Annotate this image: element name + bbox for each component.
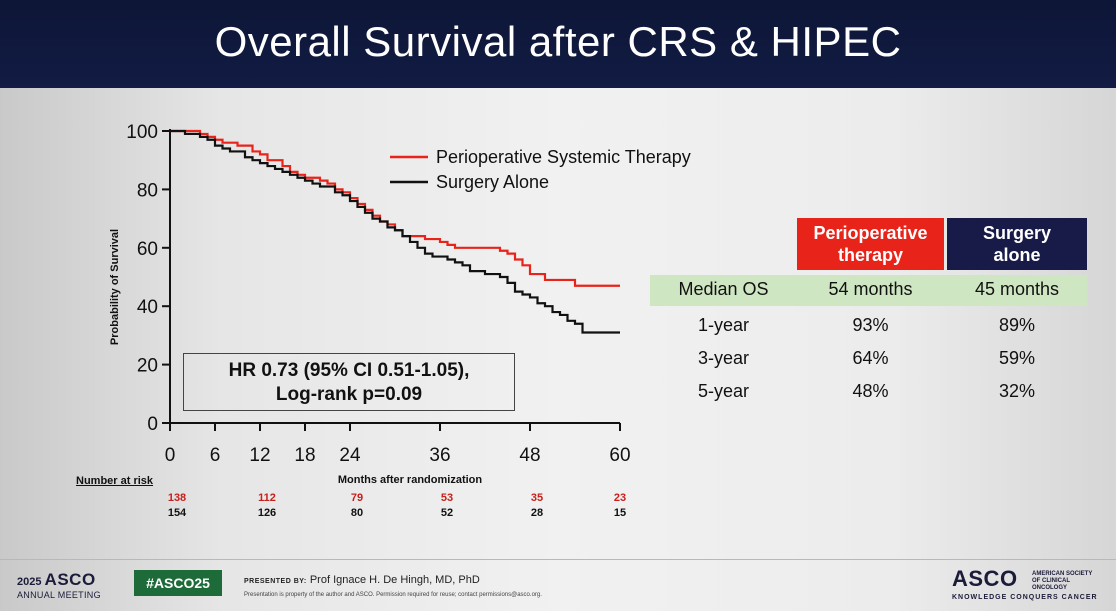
- row-label-1-year: 1-year: [697, 315, 750, 335]
- hazard-ratio-text: HR 0.73 (95% CI 0.51-1.05),: [228, 360, 470, 381]
- therapy-5-year: 48%: [852, 381, 889, 401]
- asco-brand: ASCO: [44, 570, 96, 589]
- slide-body: [0, 88, 1116, 611]
- y-tick-label: 40: [137, 297, 158, 318]
- slide-title: Overall Survival after CRS & HIPEC: [214, 18, 902, 65]
- risk-count: 79: [350, 492, 364, 504]
- surgery-5-year: 32%: [998, 381, 1036, 401]
- x-axis-label: Months after randomization: [338, 474, 483, 486]
- x-tick-label: 24: [339, 445, 361, 466]
- header-perioperative-therapy: Perioperative therapy: [797, 218, 944, 270]
- y-tick-label: 80: [137, 180, 158, 201]
- x-tick-label: 6: [210, 445, 221, 466]
- risk-count: 53: [440, 492, 454, 504]
- risk-count: 15: [613, 507, 627, 519]
- risk-row-surgery: 154 126 80 52 28 15: [0, 507, 1116, 521]
- hazard-ratio-box: HR 0.73 (95% CI 0.51-1.05), Log-rank p=0…: [183, 353, 515, 411]
- risk-count: 23: [613, 492, 627, 504]
- header-surgery-line1: Surgery: [982, 223, 1052, 243]
- risk-count: 28: [530, 507, 544, 519]
- therapy-value: 54 months: [828, 279, 913, 299]
- risk-count: 126: [257, 507, 277, 519]
- row-label: Median OS: [678, 279, 769, 299]
- surgery-3-year: 59%: [998, 348, 1036, 368]
- number-at-risk-label: Number at risk: [76, 475, 154, 487]
- y-tick-label: 60: [137, 239, 158, 260]
- row-label-3-year: 3-year: [697, 348, 750, 368]
- presented-by-label: PRESENTED BY:: [244, 578, 307, 585]
- header-surgery-alone: Surgery alone: [947, 218, 1087, 270]
- footer-divider: [0, 559, 1116, 560]
- x-tick-label: 48: [519, 445, 540, 466]
- legend-label: Perioperative Systemic Therapy: [436, 147, 691, 167]
- y-tick-label: 20: [137, 356, 158, 377]
- header-therapy-line1: Perioperative: [813, 223, 928, 243]
- row-label-5-year: 5-year: [697, 381, 750, 401]
- society-name: AMERICAN SOCIETY OF CLINICAL ONCOLOGY: [1032, 571, 1093, 591]
- header-therapy-line2: therapy: [837, 245, 904, 265]
- hashtag-badge: #ASCO25: [134, 570, 222, 596]
- series-line-surgery-alone: [170, 129, 620, 334]
- annual-meeting-text: ANNUAL MEETING: [17, 590, 101, 600]
- x-tick-label: 36: [429, 445, 450, 466]
- risk-count: 154: [167, 507, 187, 519]
- asco-logo: ASCO: [952, 566, 1018, 591]
- risk-row-therapy: 138 112 79 53 35 23: [0, 492, 1116, 506]
- y-tick-label: 100: [126, 122, 158, 143]
- x-tick-label: 0: [165, 445, 176, 466]
- risk-count: 138: [167, 492, 187, 504]
- asco-tagline: KNOWLEDGE CONQUERS CANCER: [952, 594, 1098, 601]
- surgery-1-year: 89%: [998, 315, 1036, 335]
- chart-series: [170, 129, 620, 334]
- header-surgery-line2: alone: [993, 245, 1041, 265]
- y-axis-label: Probability of Survival: [109, 229, 121, 345]
- surgery-value: 45 months: [974, 279, 1060, 299]
- risk-count: 112: [258, 492, 276, 504]
- x-tick-label: 18: [294, 445, 315, 466]
- log-rank-text: Log-rank p=0.09: [275, 384, 423, 405]
- x-tick-label: 12: [249, 445, 270, 466]
- x-tick-label: 60: [609, 445, 630, 466]
- legend-label: Surgery Alone: [436, 172, 549, 192]
- y-tick-label: 0: [147, 414, 158, 435]
- therapy-3-year: 64%: [852, 348, 889, 368]
- table-row-median-os: Median OS 54 months 45 months: [650, 275, 1087, 306]
- meeting-year: 2025 ASCO: [17, 570, 96, 590]
- therapy-1-year: 93%: [852, 315, 889, 335]
- risk-count: 35: [530, 492, 544, 504]
- title-bar: Overall Survival after CRS & HIPEC: [0, 0, 1116, 88]
- risk-count: 52: [440, 507, 454, 519]
- year-text: 2025: [17, 576, 42, 588]
- presenter-name: Prof Ignace H. De Hingh, MD, PhD: [309, 574, 480, 586]
- chart-axes: 0 20 40 60 80 100 0 6 12 18 24 36 48 60 Months after r…: [109, 122, 631, 486]
- risk-count: 80: [350, 507, 364, 519]
- disclaimer-text: Presentation is property of the author a…: [244, 592, 542, 598]
- presenter: PRESENTED BY: Prof Ignace H. De Hingh, M…: [244, 574, 480, 586]
- chart-legend: Perioperative Systemic Therapy Surgery Al…: [390, 147, 691, 192]
